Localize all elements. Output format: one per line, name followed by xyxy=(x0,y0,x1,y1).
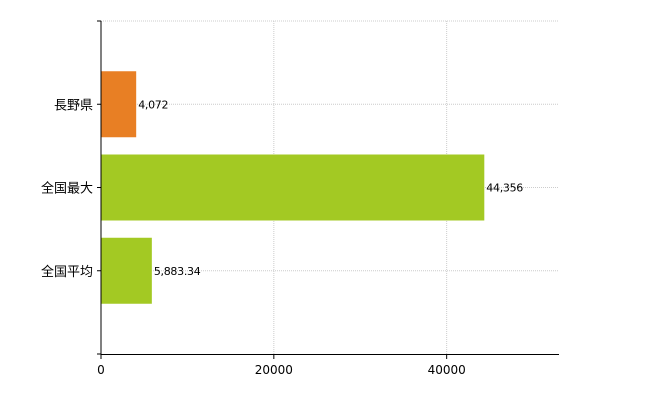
x-tick-label: 20000 xyxy=(255,363,293,377)
category-label: 長野県 xyxy=(54,98,93,113)
axis-layer xyxy=(97,20,559,359)
label-layer: 4,072 長野県 44,356 全国最大 5,883.34 全国平均 0 20000 4000… xyxy=(41,98,524,377)
category-label: 全国最大 xyxy=(41,181,93,197)
bar xyxy=(101,237,152,304)
bar xyxy=(101,71,137,138)
data-label: 44,356 xyxy=(486,182,523,195)
category-label: 全国平均 xyxy=(41,264,93,280)
x-tick-label: 0 xyxy=(97,363,105,377)
data-label: 4,072 xyxy=(138,98,168,111)
bar xyxy=(101,154,485,221)
bar-layer xyxy=(101,71,485,304)
x-tick-label: 40000 xyxy=(428,363,466,377)
data-label: 5,883.34 xyxy=(154,265,201,278)
